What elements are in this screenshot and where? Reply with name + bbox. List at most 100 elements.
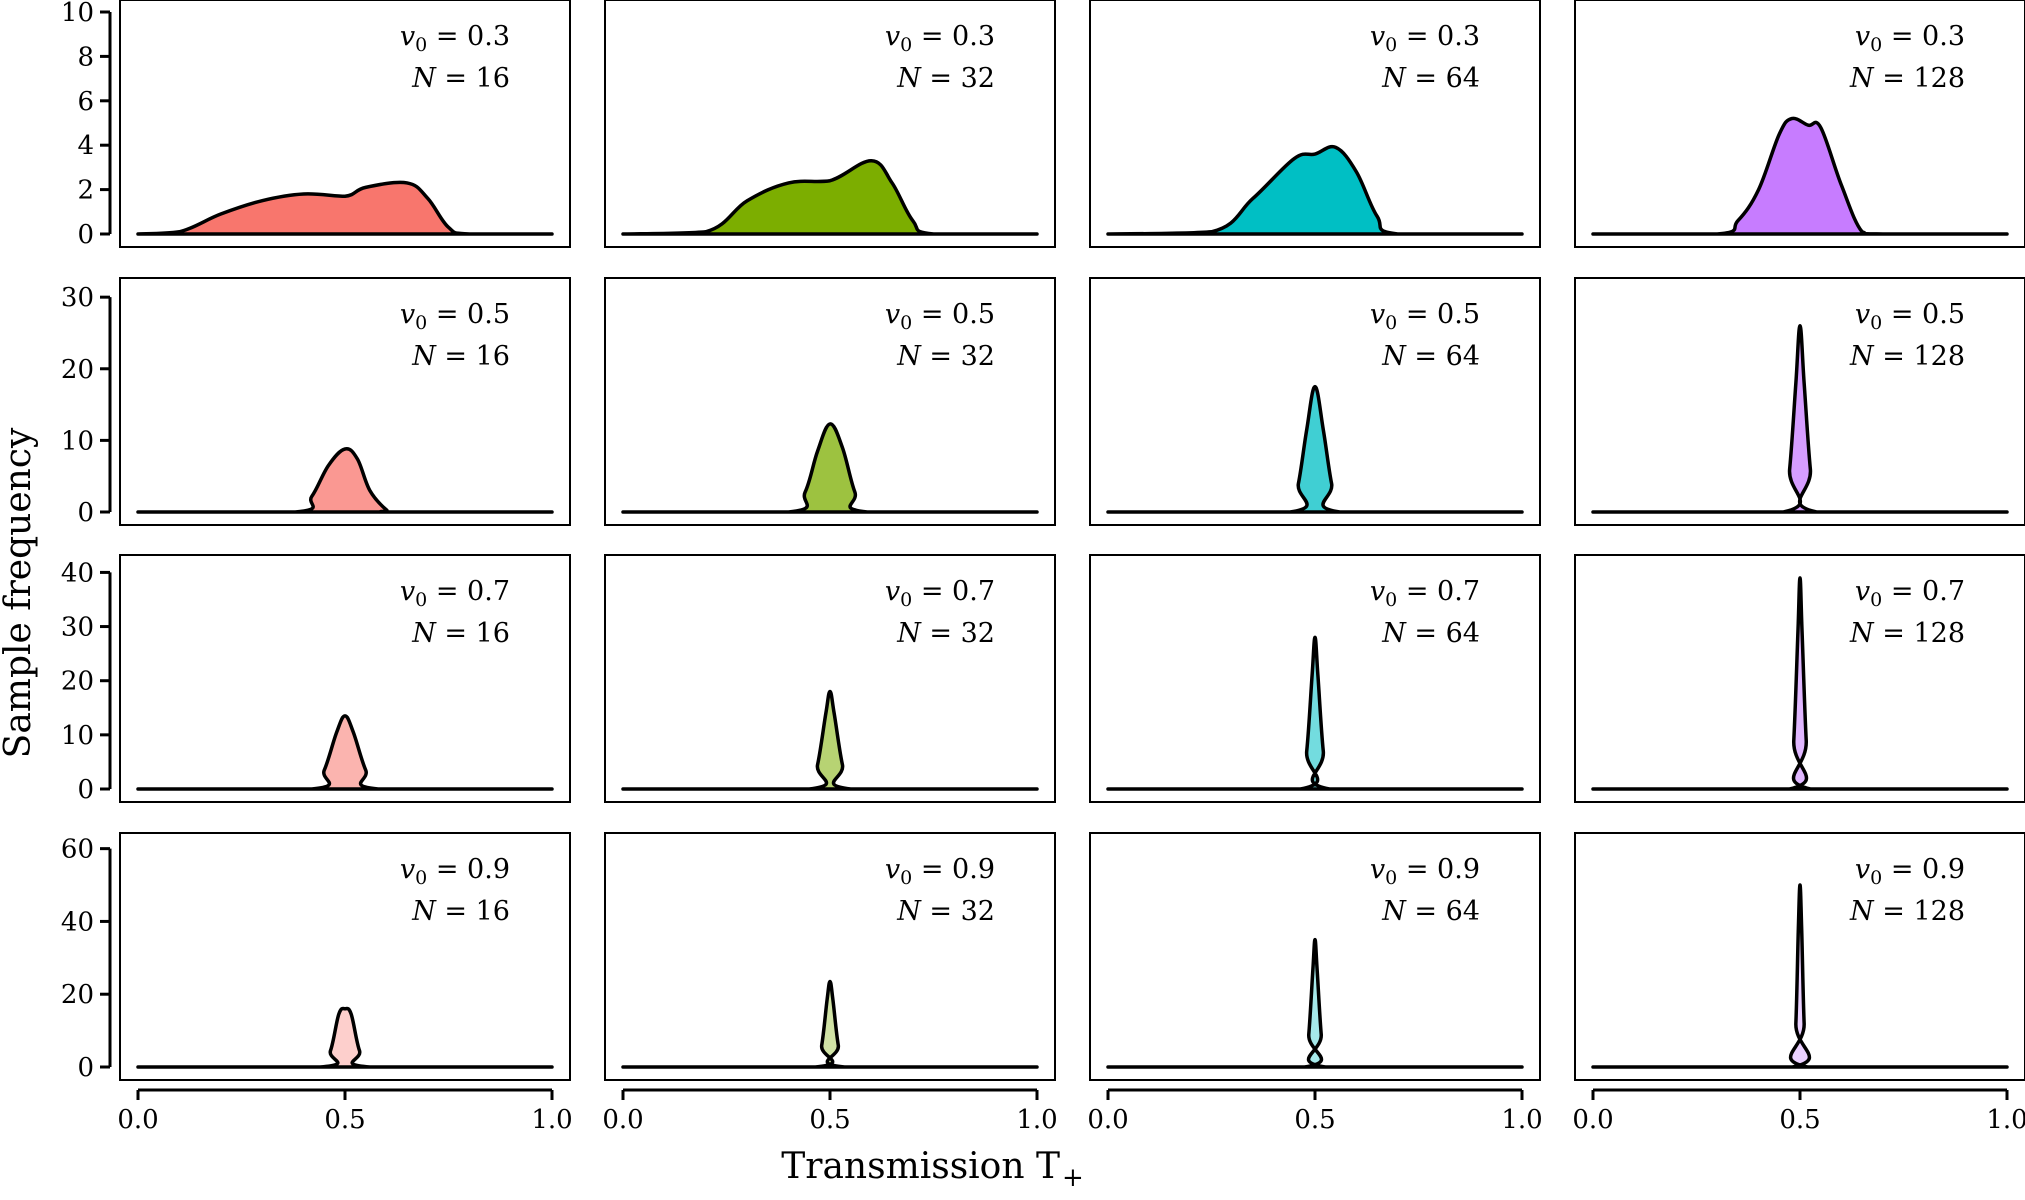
- y-tick-label-row-4: 40: [61, 907, 94, 937]
- density-curve: [136, 714, 554, 791]
- x-tick-label-col-3: 1.0: [1501, 1105, 1542, 1135]
- y-tick-label-row-3: 30: [61, 613, 94, 643]
- y-tick-label-row-3: 0: [77, 775, 94, 805]
- annotation-N: N = 64: [1381, 618, 1480, 649]
- annotation-N: N = 16: [411, 63, 510, 94]
- density-curve: [621, 979, 1039, 1069]
- panel-v0.3-N64: v0 = 0.3 N = 64: [1089, 0, 1541, 248]
- annotation-v0: v0 = 0.5: [400, 299, 510, 334]
- panel-frame: [1574, 0, 2025, 248]
- x-tick-label-col-4: 0.5: [1779, 1105, 1820, 1135]
- annotation-v0: v0 = 0.9: [1370, 854, 1480, 889]
- panel-frame: [604, 554, 1056, 803]
- y-tick-label-row-2: 30: [61, 283, 94, 313]
- panel-frame: [604, 0, 1056, 248]
- x-tick-label-col-1: 0.5: [324, 1105, 365, 1135]
- density-curve: [136, 180, 554, 236]
- y-tick-label-row-3: 10: [61, 721, 94, 751]
- annotation-v0: v0 = 0.7: [400, 576, 510, 611]
- annotation-N: N = 128: [1849, 341, 1965, 372]
- x-tick-label-col-2: 1.0: [1016, 1105, 1057, 1135]
- density-curve: [1591, 116, 2009, 236]
- annotation-v0: v0 = 0.3: [1855, 21, 1965, 56]
- panel-v0.5-N128: v0 = 0.5 N = 128: [1574, 277, 2025, 526]
- density-curve: [1591, 324, 2009, 514]
- x-tick-label-col-4: 1.0: [1986, 1105, 2025, 1135]
- annotation-N: N = 16: [411, 896, 510, 927]
- annotation-N: N = 64: [1381, 63, 1480, 94]
- annotation-v0: v0 = 0.3: [1370, 21, 1480, 56]
- x-tick-label-col-4: 0.0: [1572, 1105, 1613, 1135]
- panel-v0.5-N16: v0 = 0.5 N = 16: [119, 277, 571, 526]
- x-tick-label-col-2: 0.0: [602, 1105, 643, 1135]
- y-axes: 0 2 4 6 8 10 0 10 20 30 0 10 20 30 40 0 20 40 60: [61, 0, 112, 1083]
- density-curve: [136, 1006, 554, 1069]
- panel-frame: [604, 277, 1056, 526]
- panel-v0.3-N32: v0 = 0.3 N = 32: [604, 0, 1056, 248]
- y-tick-label-row-4: 60: [61, 835, 94, 865]
- annotation-v0: v0 = 0.9: [1855, 854, 1965, 889]
- y-tick-label-row-3: 20: [61, 667, 94, 697]
- density-curve: [621, 422, 1039, 514]
- y-tick-label-row-2: 10: [61, 426, 94, 456]
- panel-frame: [1089, 832, 1541, 1081]
- panel-v0.3-N16: v0 = 0.3 N = 16: [119, 0, 571, 248]
- x-tick-label-col-1: 0.0: [117, 1105, 158, 1135]
- density-curve: [1106, 384, 1524, 514]
- y-tick-label-row-1: 10: [61, 0, 94, 28]
- panel-v0.3-N128: v0 = 0.3 N = 128: [1574, 0, 2025, 248]
- panel-v0.9-N64: v0 = 0.9 N = 64: [1089, 832, 1541, 1081]
- panel-v0.9-N128: v0 = 0.9 N = 128: [1574, 832, 2025, 1081]
- annotation-N: N = 32: [896, 896, 995, 927]
- density-curve: [136, 447, 554, 514]
- panel-frame: [604, 832, 1056, 1081]
- panel-v0.7-N128: v0 = 0.7 N = 128: [1574, 554, 2025, 803]
- x-tick-label-col-3: 0.5: [1294, 1105, 1335, 1135]
- panel-frame: [119, 832, 571, 1081]
- density-curve: [621, 689, 1039, 791]
- annotation-N: N = 128: [1849, 896, 1965, 927]
- density-curve: [1591, 883, 2009, 1069]
- density-curve: [1591, 576, 2009, 791]
- annotation-v0: v0 = 0.7: [885, 576, 995, 611]
- annotation-N: N = 32: [896, 618, 995, 649]
- annotation-v0: v0 = 0.5: [1855, 299, 1965, 334]
- panel-v0.9-N16: v0 = 0.9 N = 16: [119, 832, 571, 1081]
- y-tick-label-row-1: 0: [77, 220, 94, 250]
- annotation-N: N = 16: [411, 618, 510, 649]
- y-tick-label-row-1: 6: [77, 87, 94, 117]
- annotation-N: N = 64: [1381, 341, 1480, 372]
- panel-frame: [119, 0, 571, 248]
- annotation-N: N = 64: [1381, 896, 1480, 927]
- annotation-v0: v0 = 0.3: [885, 21, 995, 56]
- annotation-v0: v0 = 0.5: [885, 299, 995, 334]
- annotation-v0: v0 = 0.9: [885, 854, 995, 889]
- annotation-v0: v0 = 0.9: [400, 854, 510, 889]
- x-axes: 0.0 0.5 1.0 0.0 0.5 1.0 0.0 0.5 1.0 0.0 0.5 1.0: [117, 1088, 2025, 1135]
- y-tick-label-row-2: 20: [61, 355, 94, 385]
- y-tick-label-row-4: 20: [61, 980, 94, 1010]
- annotation-N: N = 128: [1849, 63, 1965, 94]
- x-axis-title-subscript: +: [1062, 1163, 1084, 1193]
- annotation-v0: v0 = 0.7: [1855, 576, 1965, 611]
- panel-v0.7-N32: v0 = 0.7 N = 32: [604, 554, 1056, 803]
- annotation-N: N = 32: [896, 63, 995, 94]
- y-axis-title: Sample frequency: [0, 427, 39, 758]
- annotation-v0: v0 = 0.3: [400, 21, 510, 56]
- annotation-v0: v0 = 0.7: [1370, 576, 1480, 611]
- panel-frame: [1574, 554, 2025, 803]
- panel-frame: [1089, 277, 1541, 526]
- y-tick-label-row-1: 2: [77, 176, 94, 206]
- panel-v0.5-N64: v0 = 0.5 N = 64: [1089, 277, 1541, 526]
- annotation-N: N = 128: [1849, 618, 1965, 649]
- panel-v0.9-N32: v0 = 0.9 N = 32: [604, 832, 1056, 1081]
- annotation-N: N = 16: [411, 341, 510, 372]
- y-tick-label-row-2: 0: [77, 498, 94, 528]
- panel-v0.7-N64: v0 = 0.7 N = 64: [1089, 554, 1541, 803]
- x-tick-label-col-2: 0.5: [809, 1105, 850, 1135]
- density-curve: [1106, 937, 1524, 1069]
- x-axis-title: Transmission T: [781, 1146, 1060, 1187]
- x-tick-label-col-1: 1.0: [531, 1105, 572, 1135]
- panel-frame: [1089, 554, 1541, 803]
